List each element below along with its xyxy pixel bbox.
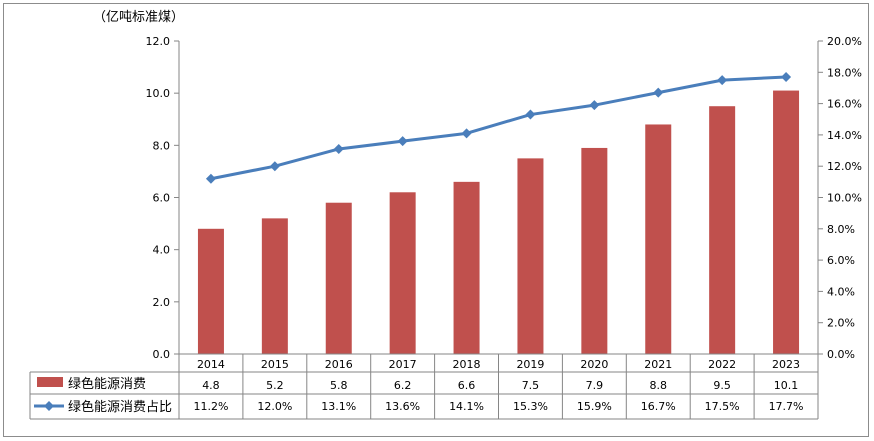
line-series — [205, 71, 792, 184]
right-tick-label: 18.0% — [827, 66, 862, 79]
legend-swatch-marker — [44, 401, 54, 411]
right-tick-label: 8.0% — [827, 223, 855, 236]
marker-2022 — [717, 75, 728, 86]
bar-value-label: 6.2 — [394, 379, 412, 392]
share-value-label: 13.1% — [321, 400, 356, 413]
share-value-label: 12.0% — [257, 400, 292, 413]
bar-value-label: 10.1 — [774, 379, 799, 392]
left-tick-label: 6.0 — [153, 192, 171, 205]
bar-value-label: 9.5 — [713, 379, 731, 392]
category-label: 2015 — [261, 358, 289, 371]
marker-2014 — [205, 173, 216, 184]
category-label: 2016 — [325, 358, 353, 371]
share-value-label: 15.9% — [577, 400, 612, 413]
category-label: 2019 — [516, 358, 544, 371]
bar-2023 — [773, 90, 800, 354]
marker-2020 — [589, 100, 600, 111]
left-tick-label: 4.0 — [153, 244, 171, 257]
share-value-label: 17.5% — [705, 400, 740, 413]
bar-value-label: 7.5 — [522, 379, 540, 392]
category-label: 2022 — [708, 358, 736, 371]
right-tick-label: 20.0% — [827, 35, 862, 48]
share-line — [210, 75, 787, 181]
chart-frame — [3, 3, 869, 437]
category-label: 2017 — [389, 358, 417, 371]
left-tick-label: 8.0 — [153, 139, 171, 152]
marker-2015 — [269, 161, 280, 172]
bar-value-label: 5.2 — [266, 379, 284, 392]
legend-swatch-bar — [37, 377, 63, 387]
left-tick-label: 12.0 — [146, 35, 171, 48]
bar-2016 — [325, 202, 352, 354]
bar-value-label: 7.9 — [586, 379, 604, 392]
marker-2019 — [525, 109, 536, 120]
share-value-label: 11.2% — [193, 400, 228, 413]
bar-value-label: 4.8 — [202, 379, 220, 392]
category-label: 2021 — [644, 358, 672, 371]
left-tick-label: 2.0 — [153, 296, 171, 309]
marker-2023 — [781, 71, 792, 82]
bar-2022 — [709, 106, 736, 354]
bar-value-label: 8.8 — [650, 379, 668, 392]
y-axis-unit-label: （亿吨标准煤） — [93, 10, 184, 25]
right-tick-label: 16.0% — [827, 98, 862, 111]
legend-label-bar: 绿色能源消费 — [68, 376, 146, 392]
share-value-label: 17.7% — [769, 400, 804, 413]
share-value-label: 14.1% — [449, 400, 484, 413]
category-label: 2018 — [453, 358, 481, 371]
axes: 0.0 2.0 4.0 6.0 8.0 10.0 12.0 0.0% 2.0% 4.0% 6.0% 8… — [146, 35, 862, 361]
bar-2015 — [261, 218, 288, 354]
share-value-label: 13.6% — [385, 400, 420, 413]
category-label: 2023 — [772, 358, 800, 371]
marker-2016 — [333, 143, 344, 154]
marker-2018 — [461, 128, 472, 139]
data-table: 2014 2015 2016 2017 2018 2019 2020 2021 2022 2023… — [29, 353, 819, 420]
marker-2021 — [653, 87, 664, 98]
bar-2014 — [197, 228, 224, 354]
bar-value-label: 6.6 — [458, 379, 476, 392]
left-tick-label: 10.0 — [146, 87, 171, 100]
bar-2020 — [581, 147, 608, 354]
right-tick-label: 14.0% — [827, 129, 862, 142]
bar-value-label: 5.8 — [330, 379, 348, 392]
legend-label-line: 绿色能源消费占比 — [68, 399, 172, 415]
right-tick-label: 12.0% — [827, 160, 862, 173]
right-tick-label: 4.0% — [827, 285, 855, 298]
bar-2019 — [517, 158, 544, 354]
right-tick-label: 0.0% — [827, 348, 855, 361]
left-tick-label: 0.0 — [153, 348, 171, 361]
bar-2021 — [645, 124, 672, 354]
right-tick-label: 10.0% — [827, 192, 862, 205]
right-tick-label: 6.0% — [827, 254, 855, 267]
right-tick-label: 2.0% — [827, 317, 855, 330]
bar-2018 — [453, 181, 480, 354]
category-label: 2020 — [580, 358, 608, 371]
share-value-label: 15.3% — [513, 400, 548, 413]
bar-2017 — [389, 192, 416, 354]
share-value-label: 16.7% — [641, 400, 676, 413]
category-label: 2014 — [197, 358, 225, 371]
marker-2017 — [397, 136, 408, 147]
bar-series — [197, 90, 800, 354]
